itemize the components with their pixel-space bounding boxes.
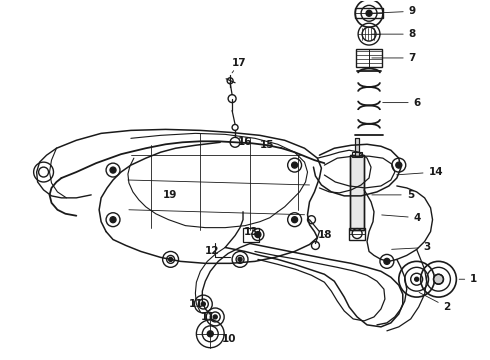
Text: 17: 17 [232, 58, 247, 73]
Circle shape [169, 257, 172, 261]
Bar [355, 8, 383, 18]
Circle shape [415, 277, 418, 281]
Text: 12: 12 [205, 247, 220, 256]
Circle shape [434, 274, 443, 284]
Circle shape [292, 217, 297, 223]
Text: 1: 1 [459, 274, 477, 284]
Circle shape [255, 231, 261, 238]
Circle shape [110, 167, 116, 173]
Circle shape [396, 162, 402, 168]
Text: 7: 7 [372, 53, 416, 63]
Text: 5: 5 [372, 190, 414, 200]
Circle shape [213, 315, 217, 319]
Bar [350, 155, 364, 230]
Circle shape [201, 302, 205, 306]
Circle shape [384, 258, 390, 264]
Text: 6: 6 [383, 98, 421, 108]
Text: 2: 2 [419, 292, 451, 312]
Circle shape [238, 257, 242, 261]
Bar [352, 152, 362, 157]
Text: 18: 18 [318, 230, 332, 239]
Text: 19: 19 [163, 190, 177, 200]
Text: 14: 14 [396, 167, 443, 177]
Text: 11: 11 [201, 312, 215, 322]
Bar [349, 228, 365, 239]
Bar [355, 138, 359, 156]
Text: 15: 15 [260, 140, 282, 150]
Circle shape [110, 217, 116, 223]
Text: 16: 16 [238, 137, 252, 147]
Text: 4: 4 [382, 213, 421, 223]
Circle shape [207, 331, 213, 337]
Circle shape [292, 162, 297, 168]
Text: 9: 9 [372, 6, 416, 16]
Bar [350, 155, 364, 230]
Bar [355, 138, 359, 156]
Circle shape [366, 10, 372, 16]
Text: 10: 10 [222, 334, 237, 344]
Text: 3: 3 [392, 243, 431, 252]
Text: 11: 11 [189, 299, 203, 309]
Text: 8: 8 [372, 29, 416, 39]
Bar [356, 49, 382, 67]
Bar [243, 228, 259, 242]
Text: 13: 13 [244, 226, 258, 237]
